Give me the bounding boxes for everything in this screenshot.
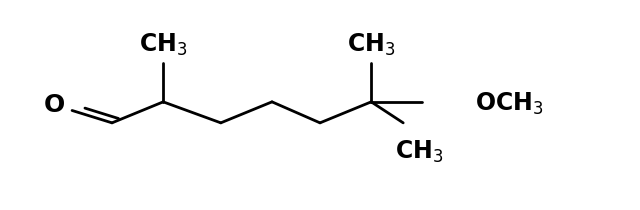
Text: OCH$_3$: OCH$_3$ bbox=[474, 91, 543, 117]
Text: O: O bbox=[44, 93, 65, 117]
Text: CH$_3$: CH$_3$ bbox=[139, 32, 188, 58]
Text: CH$_3$: CH$_3$ bbox=[395, 139, 444, 165]
Text: CH$_3$: CH$_3$ bbox=[347, 32, 396, 58]
